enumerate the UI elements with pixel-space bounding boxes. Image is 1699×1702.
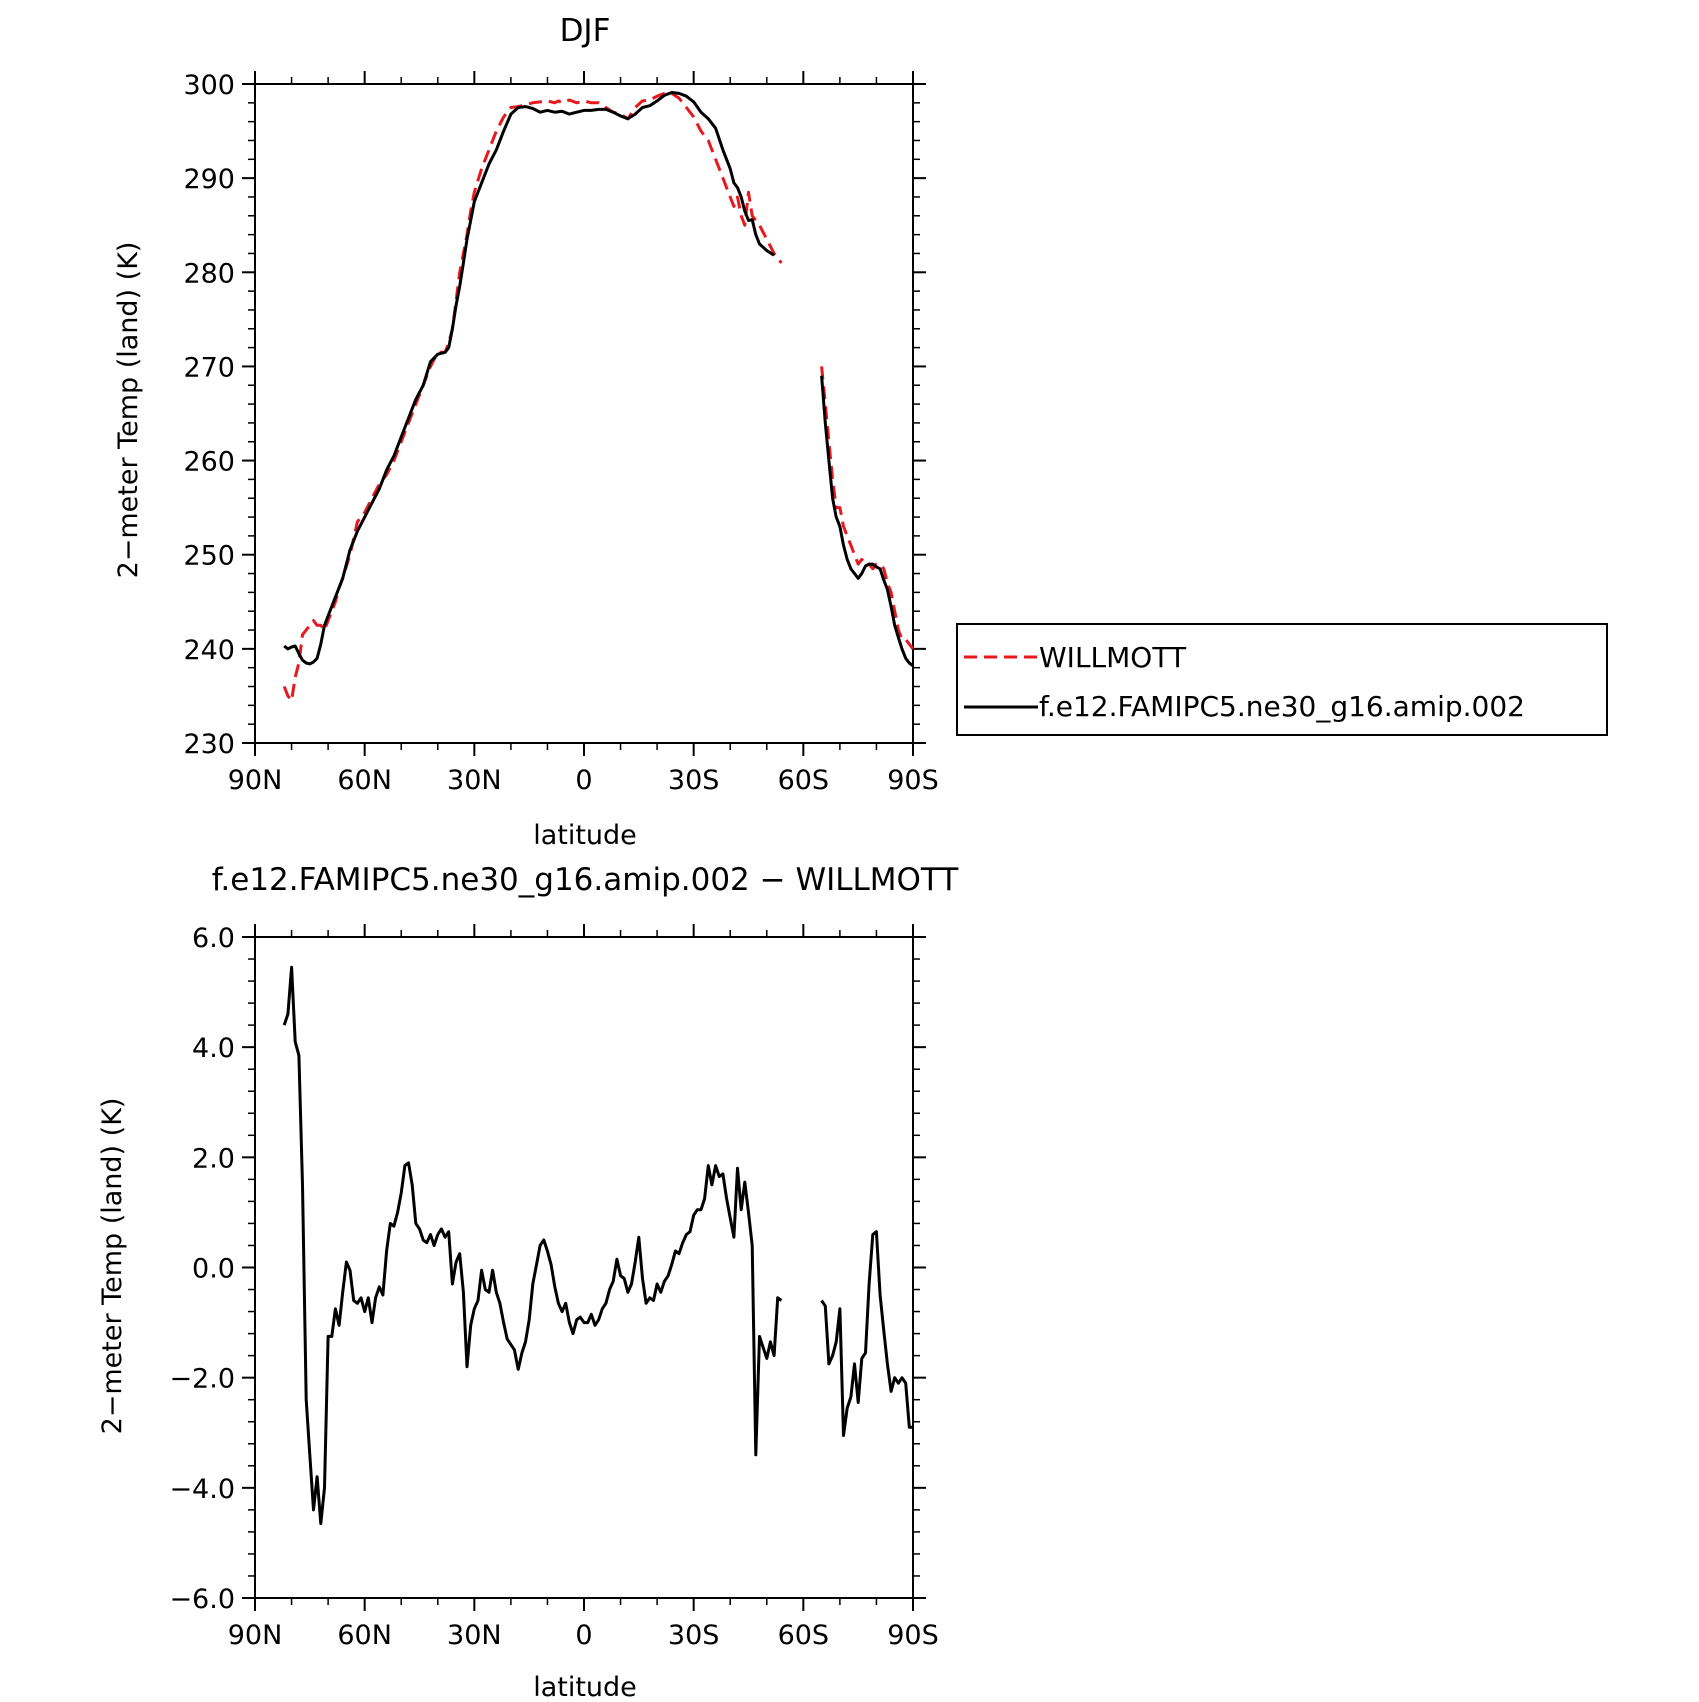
top-chart-x-tick-label: 90N (228, 765, 283, 796)
bottom-chart-series-difference-segment-2 (820, 1230, 913, 1437)
top-chart-series-willmott-segment-2 (820, 366, 915, 650)
bottom-chart-y-tick-label: 6.0 (192, 923, 235, 954)
top-chart-y-tick-label: 290 (183, 164, 235, 195)
top-chart-lines (282, 91, 915, 703)
top-chart-x-tick-label: 60S (778, 765, 830, 796)
top-chart-x-tick-label: 30N (447, 765, 502, 796)
bottom-chart-x-axis-label: latitude (533, 1672, 637, 1702)
bottom-chart-x-tick-label: 30S (668, 1620, 720, 1651)
bottom-chart-x-tick-label: 60S (778, 1620, 830, 1651)
legend-model-label: f.e12.FAMIPC5.ne30_g16.amip.002 (1039, 690, 1525, 723)
top-chart-frame (254, 83, 914, 744)
bottom-chart-title: f.e12.FAMIPC5.ne30_g16.amip.002 − WILLMO… (212, 862, 960, 898)
top-chart-y-axis-label: 2−meter Temp (land) (K) (113, 242, 144, 579)
bottom-chart-x-tick-label: 90S (887, 1620, 939, 1651)
bottom-chart-y-tick-label: −2.0 (169, 1364, 235, 1395)
top-chart-series-willmott-segment-1 (282, 91, 783, 703)
top-chart-x-tick-label: 60N (337, 765, 392, 796)
top-chart-y-tick-label: 300 (183, 70, 235, 101)
top-chart-y-tick-label: 270 (183, 352, 235, 383)
top-chart-series-f-e12-famipc5-ne30-g16-amip-002-segment-1 (283, 91, 775, 666)
bottom-chart-x-tick-label: 90N (228, 1620, 283, 1651)
bottom-chart-y-tick-label: −6.0 (169, 1584, 235, 1615)
top-chart-axes: 90N 60N 30N 0 30S 60S 90S 230 240 250 260 270 280 290… (183, 70, 938, 796)
bottom-chart-x-tick-label: 30N (447, 1620, 502, 1651)
bottom-chart-frame (254, 936, 914, 1599)
top-chart-y-tick-label: 240 (183, 635, 235, 666)
top-chart: DJF latitude 2−meter Temp (land) (K) 90N… (113, 13, 939, 851)
top-chart-x-tick-label: 0 (575, 765, 592, 796)
bottom-chart-series-difference-segment-1 (282, 965, 783, 1526)
bottom-chart-x-tick-label: 0 (575, 1620, 592, 1651)
top-chart-x-axis-label: latitude (533, 820, 637, 851)
bottom-chart-y-tick-label: 4.0 (192, 1033, 235, 1064)
top-chart-y-tick-label: 230 (183, 729, 235, 760)
bottom-chart-y-tick-label: 0.0 (192, 1254, 235, 1285)
top-chart-y-tick-label: 260 (183, 447, 235, 478)
bottom-chart-y-tick-label: −4.0 (169, 1474, 235, 1505)
top-chart-series-f-e12-famipc5-ne30-g16-amip-002-segment-2 (820, 375, 914, 667)
bottom-chart: f.e12.FAMIPC5.ne30_g16.amip.002 − WILLMO… (97, 862, 959, 1702)
legend-willmott-label: WILLMOTT (1039, 641, 1187, 674)
bottom-chart-lines (282, 965, 913, 1526)
legend-box (956, 623, 1608, 736)
top-chart-y-tick-label: 280 (183, 258, 235, 289)
bottom-chart-y-tick-label: 2.0 (192, 1143, 235, 1174)
bottom-chart-y-axis-label: 2−meter Temp (land) (K) (97, 1098, 128, 1435)
top-chart-title: DJF (560, 13, 611, 49)
top-chart-y-tick-label: 250 (183, 541, 235, 572)
bottom-chart-x-tick-label: 60N (337, 1620, 392, 1651)
bottom-chart-axes: 90N 60N 30N 0 30S 60S 90S −6.0 −4.0 −2.0 0.0 2.0 4.0… (169, 923, 938, 1651)
top-chart-x-tick-label: 90S (887, 765, 939, 796)
top-chart-x-tick-label: 30S (668, 765, 720, 796)
legend: WILLMOTT f.e12.FAMIPC5.ne30_g16.amip.002 (956, 623, 1608, 736)
